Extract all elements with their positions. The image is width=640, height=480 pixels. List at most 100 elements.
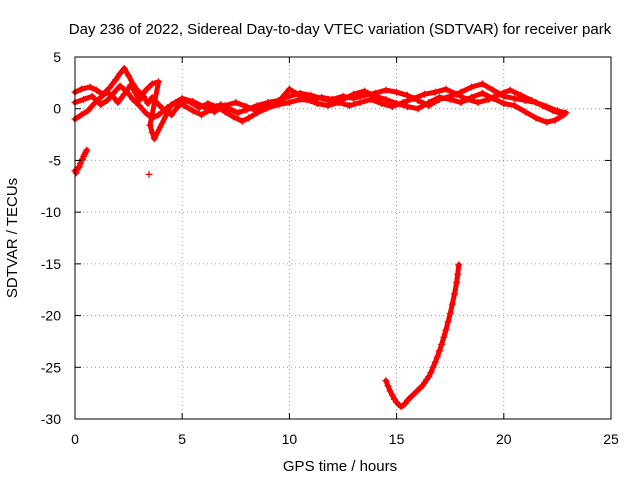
y-axis-label: SDTVAR / TECUs <box>4 178 21 298</box>
data-point <box>167 101 175 109</box>
data-point <box>245 114 253 122</box>
x-tick-label: 15 <box>389 431 405 447</box>
data-point <box>506 86 514 94</box>
y-tick-label: -20 <box>41 308 61 324</box>
data-point <box>378 100 386 108</box>
data-point <box>253 107 261 115</box>
data-point <box>238 117 246 125</box>
data-point <box>234 109 242 117</box>
data-point <box>103 88 111 96</box>
data-point <box>142 86 150 94</box>
x-tick-label: 5 <box>178 431 186 447</box>
data-point <box>88 92 96 100</box>
data-point <box>429 363 437 371</box>
data-point <box>86 83 94 91</box>
data-point <box>384 382 392 390</box>
data-point <box>74 164 82 172</box>
data-point <box>105 84 113 92</box>
y-tick-label: -15 <box>41 256 61 272</box>
data-point <box>444 318 452 326</box>
data-point <box>221 108 229 116</box>
data-point <box>450 290 458 298</box>
data-point <box>75 163 83 171</box>
data-point <box>303 95 311 103</box>
x-tick-label: 20 <box>496 431 512 447</box>
data-point <box>433 353 441 361</box>
data-point <box>178 94 186 102</box>
data-point <box>180 102 188 110</box>
data-point <box>204 100 212 108</box>
data-point <box>489 86 497 94</box>
y-tick-label: -5 <box>49 152 62 168</box>
x-tick-label: 0 <box>71 431 79 447</box>
data-point <box>97 93 105 101</box>
data-point <box>521 108 529 116</box>
data-point <box>80 95 88 103</box>
data-point <box>500 100 508 108</box>
data-point <box>511 102 519 110</box>
data-point <box>511 94 519 102</box>
data-point <box>388 103 396 111</box>
data-point <box>463 95 471 103</box>
data-point <box>543 118 551 126</box>
data-point <box>474 99 482 107</box>
axis-ticks: 0 5 10 15 20 25 5 0 -5 -10 -15 -20 -25 -30 <box>41 49 619 447</box>
data-point <box>307 91 315 99</box>
data-point <box>90 100 98 108</box>
data-point <box>120 90 128 98</box>
data-points <box>71 64 570 411</box>
plot-frame <box>74 56 612 420</box>
data-point <box>457 99 465 107</box>
data-point <box>145 170 153 178</box>
data-point <box>399 99 407 107</box>
data-point <box>453 278 461 286</box>
data-point <box>131 88 139 96</box>
data-point <box>496 90 504 98</box>
data-point <box>446 310 454 318</box>
data-point <box>435 347 443 355</box>
data-point <box>431 358 439 366</box>
data-point <box>446 95 454 103</box>
data-point <box>425 373 433 381</box>
data-point <box>420 90 428 98</box>
data-point <box>76 160 84 168</box>
y-tick-label: -25 <box>41 359 61 375</box>
x-tick-label: 10 <box>282 431 298 447</box>
y-tick-label: -30 <box>41 411 61 427</box>
data-point <box>528 96 536 104</box>
data-point <box>230 113 238 121</box>
data-point <box>367 95 375 103</box>
y-tick-label: 5 <box>53 49 61 65</box>
data-point <box>135 96 143 104</box>
data-point <box>232 99 240 107</box>
data-point <box>454 270 462 278</box>
data-point <box>356 99 364 107</box>
data-point <box>538 102 546 110</box>
data-point <box>285 99 293 107</box>
data-point <box>264 103 272 111</box>
data-point <box>485 95 493 103</box>
data-point <box>84 107 92 115</box>
data-point <box>197 111 205 119</box>
y-tick-label: 0 <box>53 101 61 117</box>
data-point <box>403 91 411 99</box>
data-point <box>517 91 525 99</box>
data-point <box>414 105 422 113</box>
data-point <box>114 99 122 107</box>
data-point <box>427 368 435 376</box>
data-point <box>324 102 332 110</box>
data-point <box>77 111 85 119</box>
data-point <box>97 101 105 109</box>
data-point <box>345 102 353 110</box>
data-point <box>146 121 154 129</box>
data-point <box>292 89 300 97</box>
data-point <box>127 81 135 89</box>
data-point <box>155 111 163 119</box>
data-point <box>142 109 150 117</box>
data-point <box>285 92 293 100</box>
data-point <box>125 72 133 80</box>
data-point <box>167 111 175 119</box>
data-point <box>442 85 450 93</box>
data-point <box>468 83 476 91</box>
data-point <box>313 100 321 108</box>
